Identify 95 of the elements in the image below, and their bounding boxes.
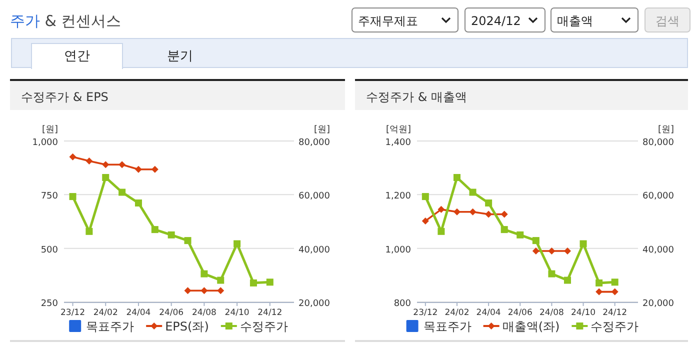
point	[151, 226, 158, 234]
x-tick-label: 24/02	[444, 308, 470, 318]
legend-label: 수정주가	[240, 320, 288, 334]
y-tick-label: 1,000	[32, 138, 58, 148]
point	[86, 228, 93, 235]
point	[234, 240, 241, 248]
y2-tick-label: 80,000	[298, 138, 330, 148]
point	[438, 206, 445, 213]
point	[485, 210, 492, 218]
point	[422, 193, 429, 200]
point	[151, 166, 158, 173]
point	[102, 174, 110, 181]
legend-label: 매출액(좌)	[502, 320, 560, 334]
point	[500, 226, 508, 234]
point	[548, 270, 556, 278]
text: 연간	[64, 49, 90, 64]
x-tick-label: 24/12	[602, 308, 628, 318]
y-axis-title: [원]	[42, 125, 58, 135]
point	[564, 276, 571, 284]
point	[516, 231, 524, 238]
point	[69, 193, 76, 200]
chart-title: 수정주가 & 매출액	[366, 90, 467, 104]
point	[564, 248, 571, 255]
point	[422, 217, 429, 224]
y-axis-title: [억원]	[386, 125, 411, 135]
x-tick-label: 24/08	[192, 308, 216, 318]
x-tick-label: 24/08	[539, 308, 564, 318]
point	[500, 210, 508, 218]
point	[596, 279, 603, 286]
point	[200, 287, 208, 294]
point	[596, 288, 603, 296]
text: 주가 & 컨센서스	[10, 12, 122, 30]
x-tick-label: 24/10	[571, 308, 596, 318]
point	[580, 240, 587, 248]
point	[200, 270, 208, 278]
point	[469, 208, 476, 216]
point	[118, 188, 126, 196]
x-tick-label: 24/04	[476, 308, 501, 318]
x-tick-label: 23/12	[60, 308, 86, 318]
point	[86, 157, 93, 164]
point	[102, 161, 110, 168]
point	[184, 237, 192, 244]
y2-tick-label: 20,000	[298, 299, 330, 309]
y-tick-label: 1,000	[385, 245, 412, 256]
point	[532, 237, 540, 244]
y2-tick-label: 40,000	[298, 245, 330, 256]
point	[453, 208, 460, 216]
point	[453, 174, 460, 181]
x-tick-label: 24/12	[258, 308, 282, 318]
chart-title: 수정주가 & EPS	[21, 90, 108, 104]
point	[438, 228, 445, 235]
x-tick-label: 24/06	[159, 308, 184, 318]
point	[548, 248, 556, 255]
legend-label: 수정주가	[590, 320, 639, 334]
point	[485, 199, 492, 206]
y2-axis-title: [원]	[314, 125, 330, 135]
text: 주재무제표	[358, 14, 418, 28]
point	[469, 188, 476, 196]
point	[611, 288, 618, 296]
point	[69, 153, 76, 160]
point	[217, 276, 224, 284]
point	[118, 161, 126, 168]
point	[611, 278, 618, 286]
y2-tick-label: 40,000	[642, 245, 674, 256]
point	[168, 231, 175, 238]
point	[134, 166, 142, 173]
text: 매출액	[557, 14, 593, 28]
x-tick-label: 24/10	[224, 308, 250, 318]
legend-label: EPS(좌)	[165, 320, 209, 334]
x-tick-label: 24/06	[508, 308, 532, 318]
point	[532, 248, 540, 255]
x-tick-label: 23/12	[413, 308, 438, 318]
x-tick-label: 24/04	[126, 308, 151, 318]
y-tick-label: 1,200	[385, 192, 412, 202]
text: 2024/12	[471, 14, 521, 28]
point	[250, 279, 257, 286]
y2-tick-label: 60,000	[642, 192, 674, 202]
y2-tick-label: 80,000	[642, 138, 674, 148]
text: 분기	[167, 49, 193, 64]
legend-label: 목표주가	[423, 320, 472, 334]
y-tick-label: 500	[40, 245, 58, 256]
y2-tick-label: 60,000	[298, 192, 330, 202]
y2-axis-title: [원]	[658, 125, 674, 135]
y-tick-label: 800	[394, 299, 412, 309]
point	[266, 278, 274, 286]
point	[184, 287, 192, 294]
y-tick-label: 750	[40, 192, 58, 202]
text: 검색	[656, 14, 680, 28]
y2-tick-label: 20,000	[642, 299, 674, 309]
y-tick-label: 1,400	[385, 138, 412, 148]
y-tick-label: 250	[40, 299, 58, 309]
legend-label: 목표주가	[86, 320, 134, 334]
point	[134, 199, 142, 206]
point	[217, 287, 224, 294]
x-tick-label: 24/02	[93, 308, 118, 318]
